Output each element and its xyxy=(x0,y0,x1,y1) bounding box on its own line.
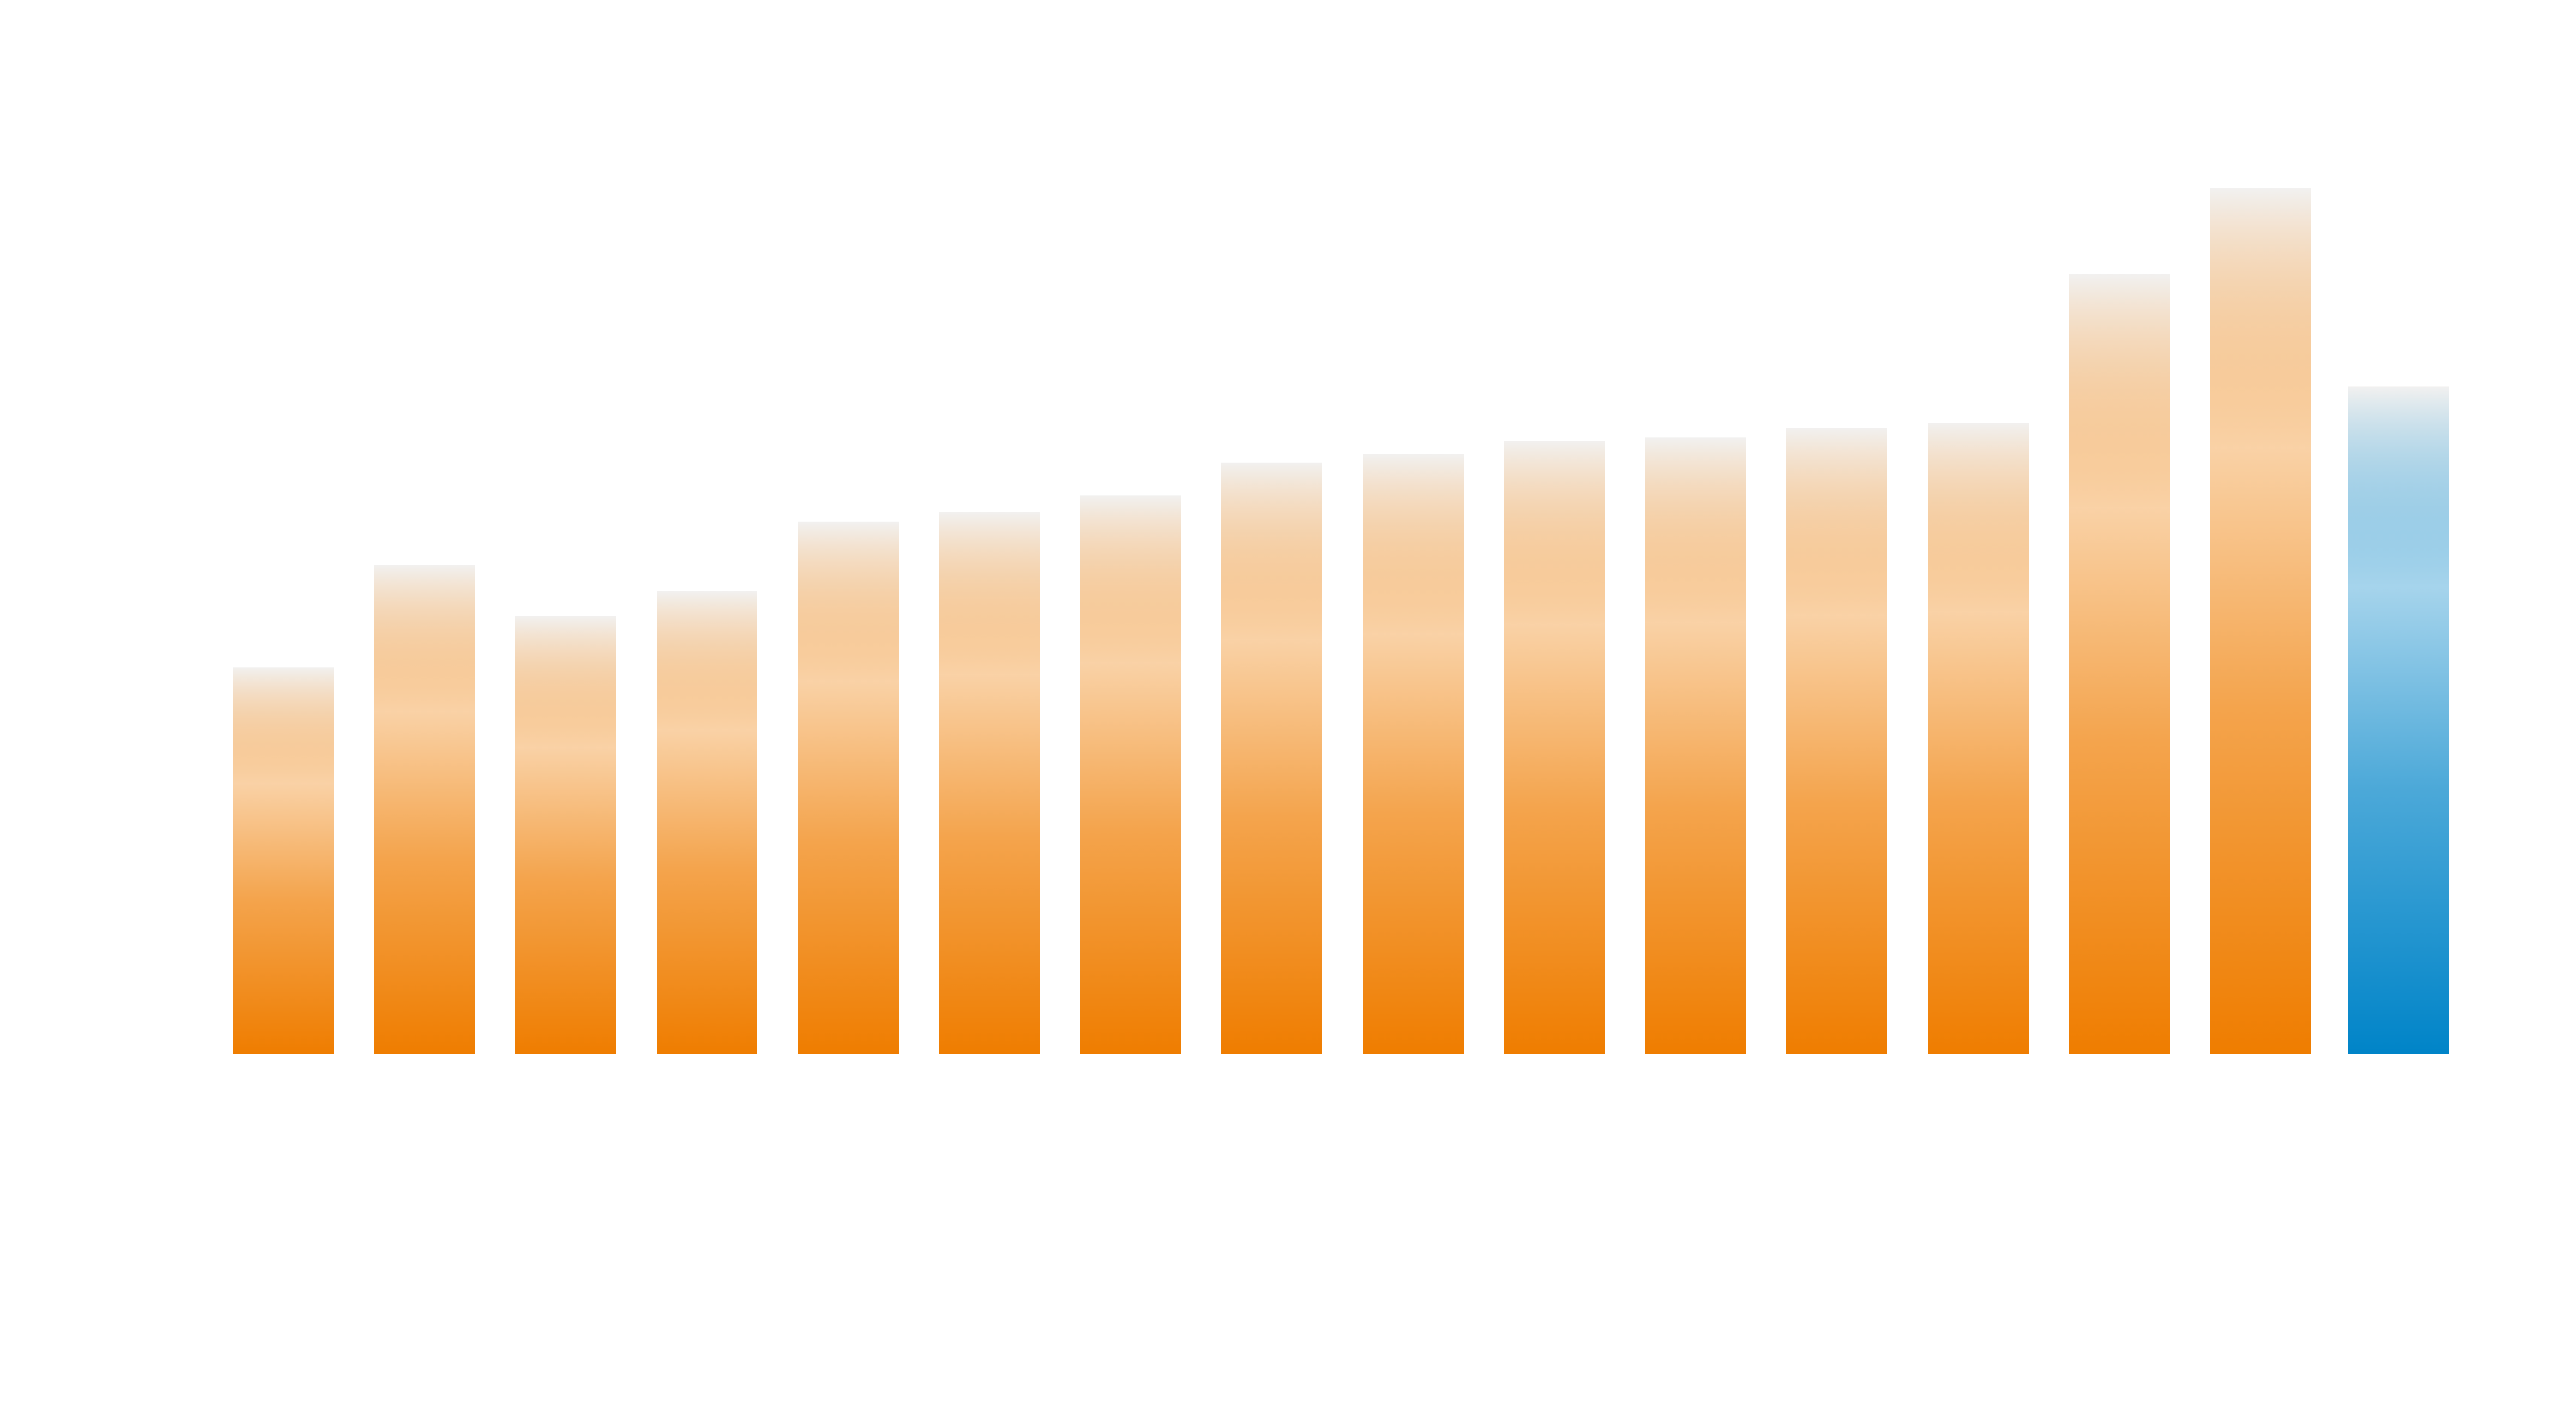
bar xyxy=(374,565,475,1054)
bar xyxy=(1645,437,1746,1054)
bar xyxy=(2210,188,2311,1054)
bar xyxy=(515,616,616,1054)
bar xyxy=(657,591,757,1054)
bar xyxy=(233,667,334,1054)
bar xyxy=(939,512,1040,1054)
bar xyxy=(1786,428,1887,1054)
bar xyxy=(1221,462,1322,1054)
bar xyxy=(2069,274,2170,1054)
bar xyxy=(1928,423,2029,1054)
bar xyxy=(1363,454,1464,1054)
bar xyxy=(1080,495,1181,1054)
bar xyxy=(1504,441,1605,1054)
bar xyxy=(798,521,899,1054)
bar xyxy=(2348,386,2449,1054)
